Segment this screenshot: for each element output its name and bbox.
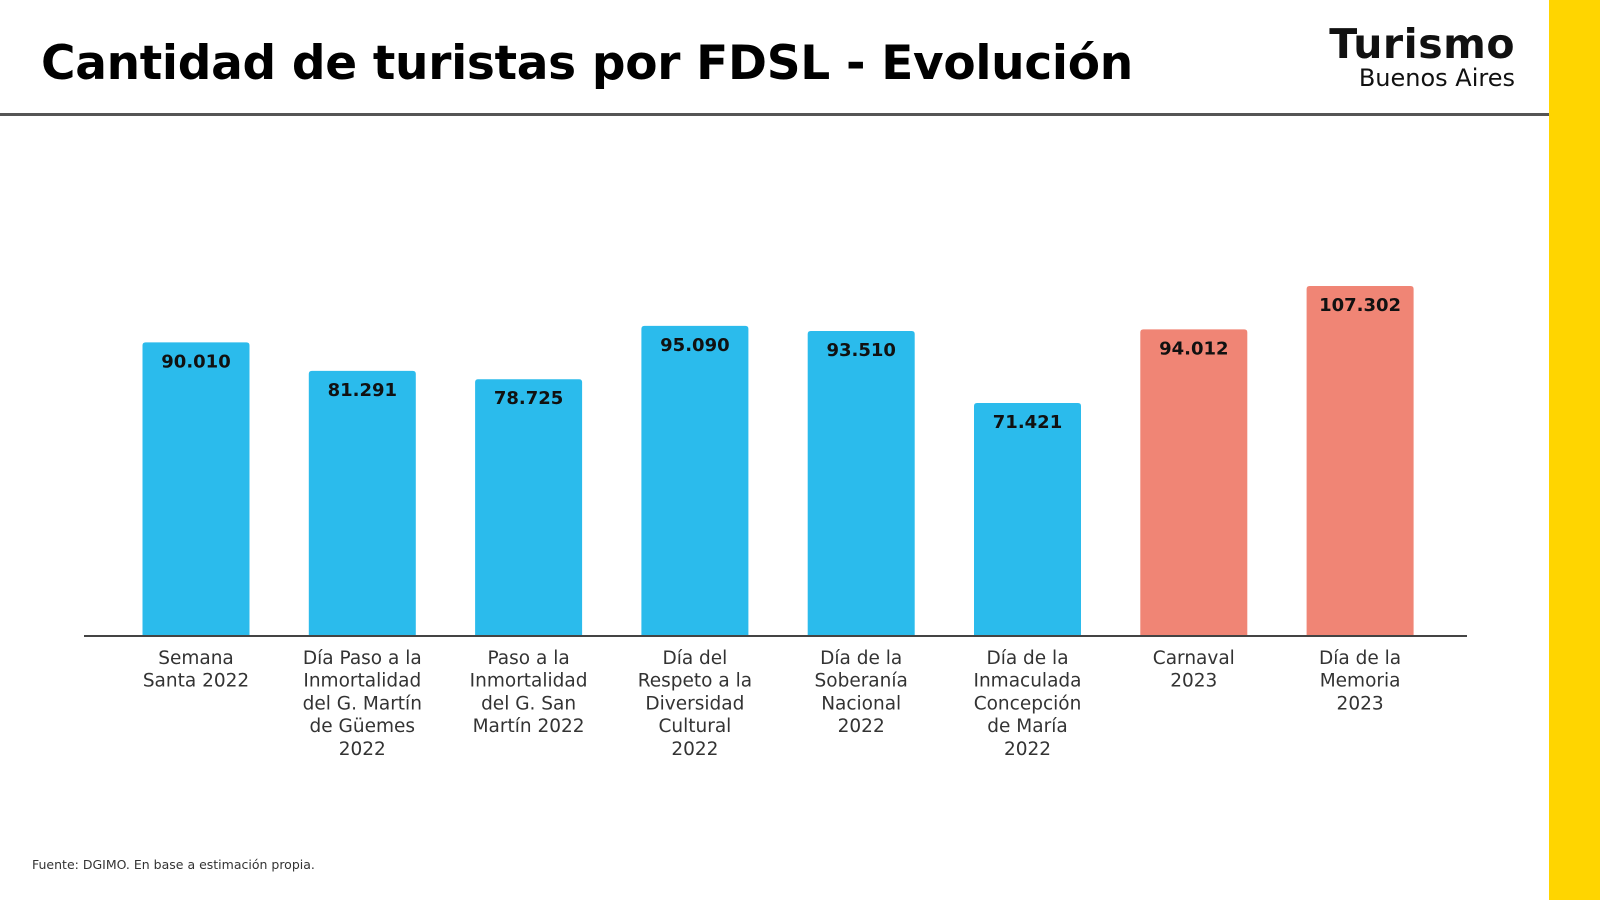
bar-value-label: 93.510: [826, 340, 895, 361]
x-tick-label: Paso a la Inmortalidad del G. San Martín 20…: [470, 648, 588, 737]
bar: [1140, 329, 1248, 636]
x-tick-label-line: 2022: [838, 716, 885, 737]
x-tick-label: Día de la Inmaculada Concepción de María 202…: [974, 648, 1082, 760]
x-tick-label-line: Respeto a la: [638, 671, 752, 692]
bar: [1306, 286, 1414, 636]
bar-group: 90.010 Semana Santa 2022: [142, 342, 250, 692]
bar-value-label: 95.090: [660, 335, 729, 356]
bar-value-label: 78.725: [494, 388, 563, 409]
bar-value-label: 107.302: [1319, 295, 1401, 316]
x-tick-label-line: Día de la: [820, 648, 902, 669]
bar-value-label: 81.291: [328, 380, 397, 401]
x-tick-label: Día del Respeto a la Diversidad Cultural 202…: [638, 648, 752, 760]
x-tick-label: Día de la Memoria 2023: [1319, 648, 1401, 714]
page-title: Cantidad de turistas por FDSL - Evolució…: [41, 36, 1133, 91]
x-tick-label-line: Cultural: [658, 716, 731, 737]
x-tick-label-line: de Güemes: [310, 716, 416, 737]
x-tick-label-line: 2022: [671, 739, 718, 760]
logo-sub-text: Buenos Aires: [1358, 64, 1515, 92]
x-tick-label-line: Inmortalidad: [303, 671, 421, 692]
header-divider: [0, 113, 1549, 116]
x-tick-label: Día de la Soberanía Nacional 2022: [815, 648, 908, 737]
x-tick-label-line: 2023: [1170, 671, 1217, 692]
x-tick-label-line: de María: [987, 716, 1067, 737]
x-tick-label-line: Concepción: [974, 693, 1082, 714]
bar-value-label: 71.421: [993, 412, 1062, 433]
x-tick-label: Carnaval 2023: [1153, 648, 1235, 692]
bar: [308, 370, 416, 636]
x-tick-label-line: Día de la: [1319, 648, 1401, 669]
x-tick-label-line: Inmortalidad: [470, 671, 588, 692]
bar-group: 78.725 Paso a la Inmortalidad del G. San Mar…: [470, 379, 588, 737]
x-tick-label-line: Inmaculada: [974, 671, 1082, 692]
bar-value-label: 94.012: [1159, 338, 1228, 359]
x-tick-label-line: 2023: [1337, 693, 1384, 714]
x-tick-label-line: del G. San: [481, 693, 576, 714]
bar: [974, 403, 1081, 636]
source-note: Fuente: DGIMO. En base a estimación prop…: [32, 857, 315, 872]
bar-group: 93.510 Día de la Soberanía Nacional 2022: [807, 330, 915, 737]
x-tick-label-line: Martín 2022: [473, 716, 585, 737]
x-tick-label: Semana Santa 2022: [143, 648, 249, 692]
x-tick-label-line: Santa 2022: [143, 671, 249, 692]
bar-group: 94.012 Carnaval 2023: [1140, 329, 1248, 692]
x-tick-label-line: Soberanía: [815, 671, 908, 692]
bar: [807, 330, 915, 636]
bar: [142, 342, 250, 636]
bar-group: 107.302 Día de la Memoria 2023: [1306, 286, 1414, 714]
x-tick-label-line: 2022: [339, 739, 386, 760]
bar-value-label: 90.010: [161, 351, 230, 372]
x-tick-label-line: Diversidad: [645, 693, 744, 714]
bar: [641, 325, 749, 636]
x-tick-label-line: Semana: [158, 648, 234, 669]
x-tick-label-line: 2022: [1004, 739, 1051, 760]
x-tick-label-line: Carnaval: [1153, 648, 1235, 669]
x-tick-label-line: Memoria: [1320, 671, 1401, 692]
turismo-buenos-aires-logo: Turismo Buenos Aires: [1329, 22, 1515, 90]
x-tick-label-line: Día de la: [986, 648, 1068, 669]
x-tick-label-line: del G. Martín: [303, 693, 422, 714]
x-tick-label: Día Paso a la Inmortalidad del G. Martín de…: [303, 648, 422, 760]
bar-group: 71.421 Día de la Inmaculada Concepción de Ma…: [974, 403, 1082, 760]
bar-group: 95.090 Día del Respeto a la Diversidad Cultu…: [638, 325, 752, 760]
x-tick-label-line: Día Paso a la: [303, 648, 422, 669]
bar: [475, 379, 583, 636]
x-tick-label-line: Nacional: [821, 693, 901, 714]
x-tick-label-line: Día del: [662, 648, 727, 669]
logo-main-text: Turismo: [1329, 20, 1515, 68]
accent-stripe: [1549, 0, 1600, 900]
x-tick-label-line: Paso a la: [487, 648, 569, 669]
bar-chart: 90.010 Semana Santa 2022 81.291 Día Paso a l…: [84, 286, 1467, 760]
bar-group: 81.291 Día Paso a la Inmortalidad del G. Ma…: [303, 370, 422, 760]
